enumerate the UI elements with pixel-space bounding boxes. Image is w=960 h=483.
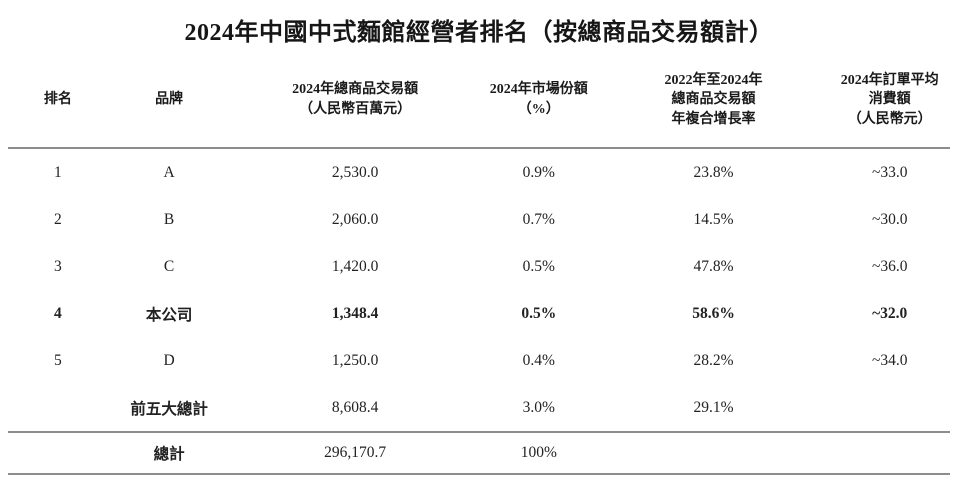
row-top-five-subtotal: 前五大總計 8,608.4 3.0% 29.1% <box>8 384 950 432</box>
cell-avg-spend <box>829 432 950 474</box>
column-header-gmv: 2024年總商品交易額 （人民幣百萬元） <box>230 61 480 148</box>
column-header-brand: 品牌 <box>108 61 230 148</box>
column-header-line: （人民幣元） <box>847 111 932 127</box>
cell-gmv: 2,060.0 <box>331 210 379 228</box>
cell-avg-spend: ~32.0 <box>872 304 908 322</box>
cell-rank: 4 <box>54 304 62 322</box>
cell-avg-spend: ~36.0 <box>871 257 908 275</box>
column-header-line: 品牌 <box>155 92 184 108</box>
cell-avg-spend: ~34.0 <box>871 351 908 369</box>
cell-rank: 5 <box>54 351 62 369</box>
cell-brand: 前五大總計 <box>130 400 208 418</box>
cell-brand: A <box>163 163 175 181</box>
table-header: 排名 品牌 2024年總商品交易額 （人民幣百萬元） 2024年市場份額 （%） 2022年… <box>8 61 950 148</box>
cell-market-share: 0.5% <box>522 257 555 275</box>
column-header-cagr: 2022年至2024年 總商品交易額 年複合增長率 <box>598 61 830 148</box>
cell-rank: 2 <box>54 210 62 228</box>
row-rank-1: 1 A 2,530.0 0.9% 23.8% ~33.0 <box>8 148 950 196</box>
cell-avg-spend: ~33.0 <box>871 163 908 181</box>
column-header-line: 2024年總商品交易額 <box>292 82 419 98</box>
cell-cagr: 29.1% <box>693 398 734 416</box>
cell-gmv: 1,348.4 <box>331 304 379 322</box>
row-rank-4-our-company: 4 本公司 1,348.4 0.5% 58.6% ~32.0 <box>8 290 950 337</box>
table-body: 1 A 2,530.0 0.9% 23.8% ~33.0 2 B 2,060.0 0.7% 14.5… <box>8 148 950 474</box>
row-rank-5: 5 D 1,250.0 0.4% 28.2% ~34.0 <box>8 337 950 384</box>
column-header-line: 2024年市場份額 <box>489 82 588 98</box>
column-header-line: 總商品交易額 <box>671 92 756 108</box>
cell-brand: C <box>163 257 175 275</box>
column-header-line: 排名 <box>43 92 72 108</box>
cell-market-share: 3.0% <box>522 398 555 416</box>
cell-avg-spend: ~30.0 <box>871 210 908 228</box>
cell-cagr: 23.8% <box>693 163 734 181</box>
table-header-row: 排名 品牌 2024年總商品交易額 （人民幣百萬元） 2024年市場份額 （%） 2022年… <box>8 61 950 148</box>
cell-rank: 1 <box>54 163 62 181</box>
column-header-line: （人民幣百萬元） <box>299 102 412 117</box>
cell-market-share: 0.5% <box>521 304 557 322</box>
cell-brand: 本公司 <box>145 306 193 324</box>
column-header-line: 2022年至2024年 <box>664 72 763 88</box>
row-rank-2: 2 B 2,060.0 0.7% 14.5% ~30.0 <box>8 196 950 243</box>
cell-brand: B <box>163 210 175 228</box>
cell-cagr: 47.8% <box>693 257 734 275</box>
cell-gmv: 8,608.4 <box>331 398 379 416</box>
cell-rank: 3 <box>54 257 62 275</box>
row-grand-total: 總計 296,170.7 100% <box>8 432 950 474</box>
cell-brand: D <box>163 351 175 369</box>
cell-cagr: 58.6% <box>692 304 735 322</box>
cell-cagr: 14.5% <box>693 210 734 228</box>
column-header-line: 消費額 <box>868 92 911 108</box>
cell-cagr: 28.2% <box>693 351 734 369</box>
column-header-avg-spend: 2024年訂單平均 消費額 （人民幣元） <box>829 61 950 148</box>
cell-gmv: 1,250.0 <box>331 351 379 369</box>
cell-rank <box>8 432 108 474</box>
cell-cagr <box>598 432 830 474</box>
cell-rank <box>8 384 108 432</box>
cell-market-share: 0.4% <box>522 351 555 369</box>
column-header-line: 年複合增長率 <box>671 111 756 127</box>
cell-gmv: 2,530.0 <box>331 163 379 181</box>
column-header-market-share: 2024年市場份額 （%） <box>480 61 598 148</box>
cell-gmv: 1,420.0 <box>331 257 379 275</box>
cell-avg-spend <box>829 384 950 432</box>
cell-market-share: 0.7% <box>522 210 555 228</box>
row-rank-3: 3 C 1,420.0 0.5% 47.8% ~36.0 <box>8 243 950 290</box>
cell-brand: 總計 <box>153 446 185 463</box>
page-title: 2024年中國中式麵館經營者排名（按總商品交易額計） <box>184 20 774 46</box>
cell-market-share: 0.9% <box>522 163 555 181</box>
column-header-rank: 排名 <box>8 61 108 148</box>
column-header-line: （%） <box>517 102 560 117</box>
cell-market-share: 100% <box>520 444 557 461</box>
cell-gmv: 296,170.7 <box>324 444 387 461</box>
operator-ranking-table: 排名 品牌 2024年總商品交易額 （人民幣百萬元） 2024年市場份額 （%） 2022年… <box>8 61 950 475</box>
column-header-line: 2024年訂單平均 <box>840 72 939 88</box>
